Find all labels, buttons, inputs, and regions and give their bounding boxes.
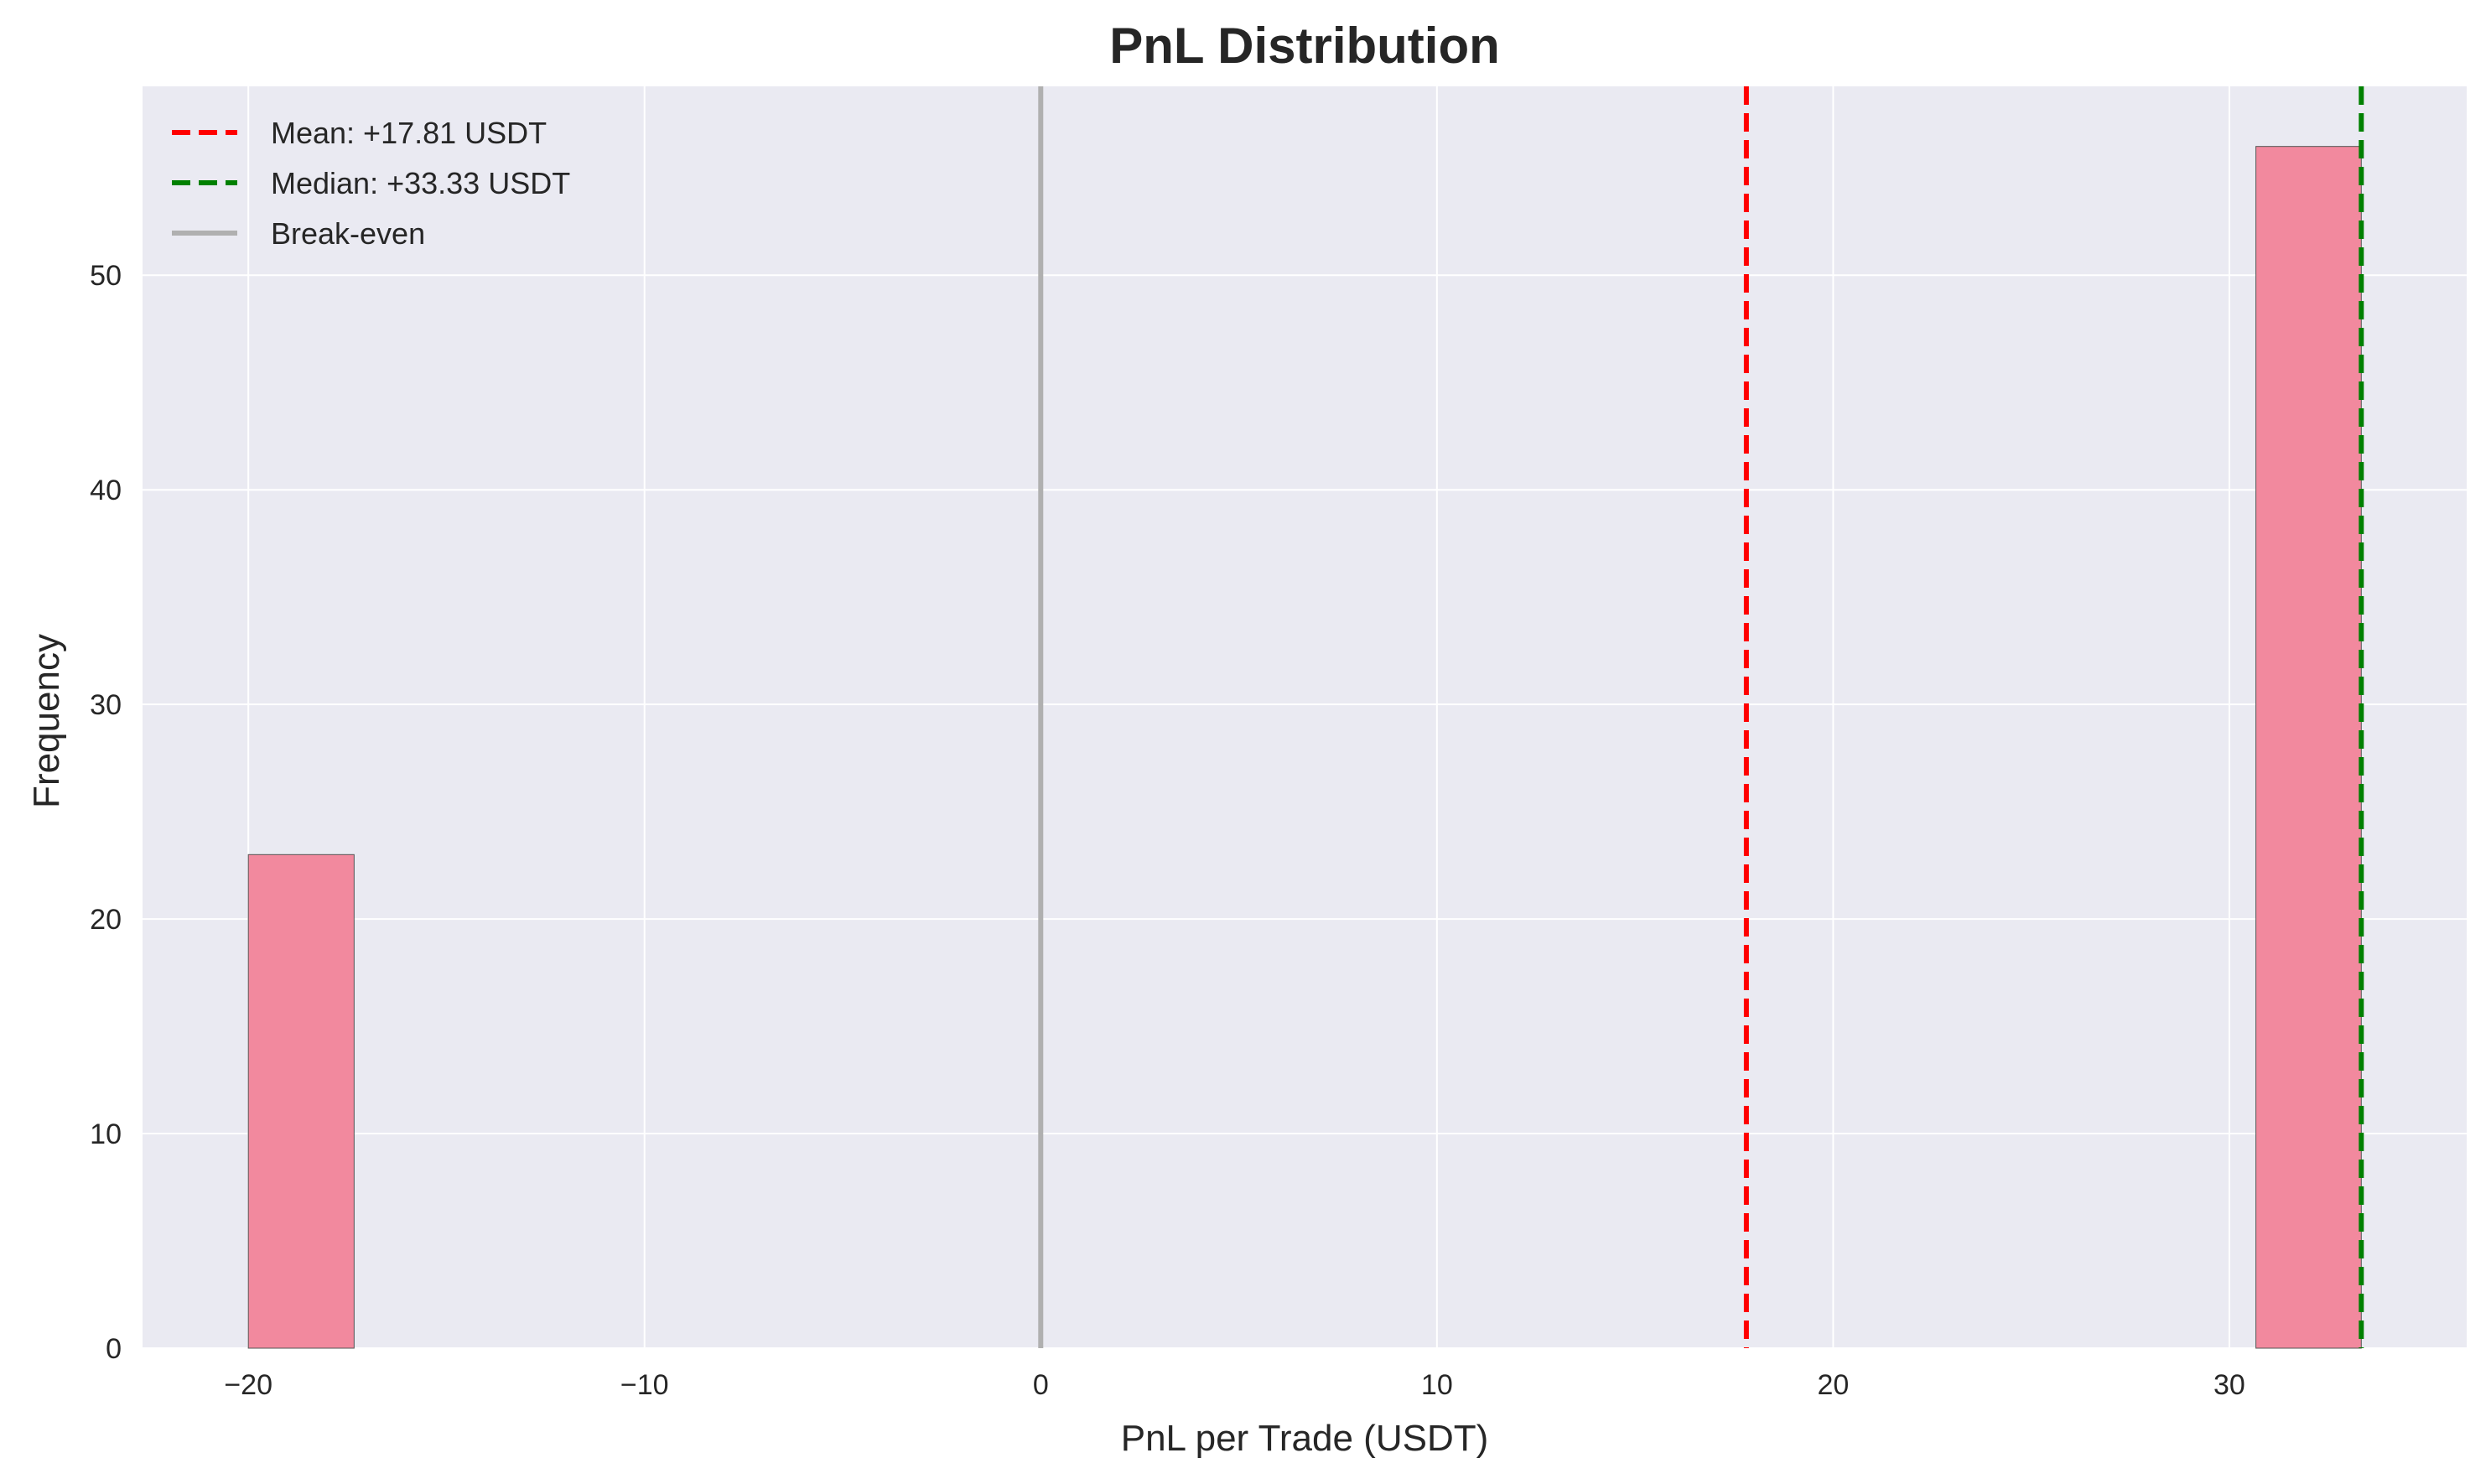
reference-lines	[1038, 86, 2364, 1348]
y-tick-label: 30	[90, 689, 122, 721]
y-tick-label: 40	[90, 475, 122, 506]
y-tick-label: 20	[90, 904, 122, 936]
x-tick-label: 0	[1033, 1369, 1049, 1401]
x-tick-label: 20	[1817, 1369, 1849, 1401]
legend-entry: Median: +33.33 USDT	[271, 166, 570, 200]
y-tick-label: 50	[90, 260, 122, 292]
x-tick-label: −10	[620, 1369, 669, 1401]
x-tick-label: 30	[2213, 1369, 2245, 1401]
y-axis-label: Frequency	[26, 634, 67, 808]
histogram-bar	[247, 854, 355, 1349]
plot-area	[143, 86, 2467, 1348]
x-tick-label: 10	[1421, 1369, 1453, 1401]
legend-entry: Mean: +17.81 USDT	[271, 116, 547, 150]
tick-labels: −20 −10 0 10 20 30 0 10 20 30 40 50	[90, 260, 2245, 1401]
y-tick-label: 0	[106, 1333, 122, 1365]
x-tick-label: −20	[224, 1369, 272, 1401]
legend: Mean: +17.81 USDT Median: +33.33 USDT Brea…	[172, 116, 570, 251]
x-axis-label: PnL per Trade (USDT)	[1121, 1418, 1489, 1459]
histogram-bar	[2255, 146, 2362, 1349]
y-tick-label: 10	[90, 1118, 122, 1150]
chart-title: PnL Distribution	[1109, 18, 1500, 74]
legend-entry: Break-even	[271, 216, 425, 251]
